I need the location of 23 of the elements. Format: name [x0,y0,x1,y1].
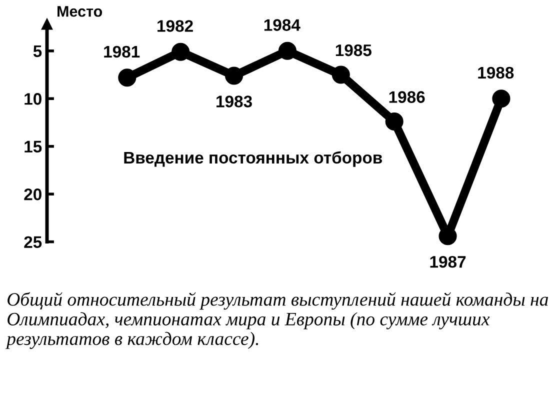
point [385,112,404,131]
y-tick-label: 15 [24,140,42,153]
point [118,68,136,87]
annotation: 1984 [264,19,300,31]
text: Общий относительный результат выступлений нашей команды на Олимпиадах, чемпионатах мира и Европы (по сумме лучших результатов в каждом классе). [6,292,548,349]
annotation: 1981 [104,46,140,58]
annotation: 1985 [336,44,372,56]
y-axis-title: Место [58,6,102,17]
point [278,42,296,60]
point [332,66,350,84]
y-tick-label: 25 [24,236,42,248]
y-tick-label: 20 [24,188,42,200]
y-tick-label: 5 [33,45,42,58]
y-tick-label: 10 [24,93,42,105]
annotation: 1982 [158,20,193,32]
point [172,42,190,61]
point [492,90,510,108]
annotation: Введение постоянных отборов [124,151,382,167]
annotation: 1986 [389,91,425,103]
annotation: 1983 [216,96,252,108]
point [225,66,244,85]
annotation: 1987 [430,256,466,268]
annotation: 1988 [478,66,514,79]
